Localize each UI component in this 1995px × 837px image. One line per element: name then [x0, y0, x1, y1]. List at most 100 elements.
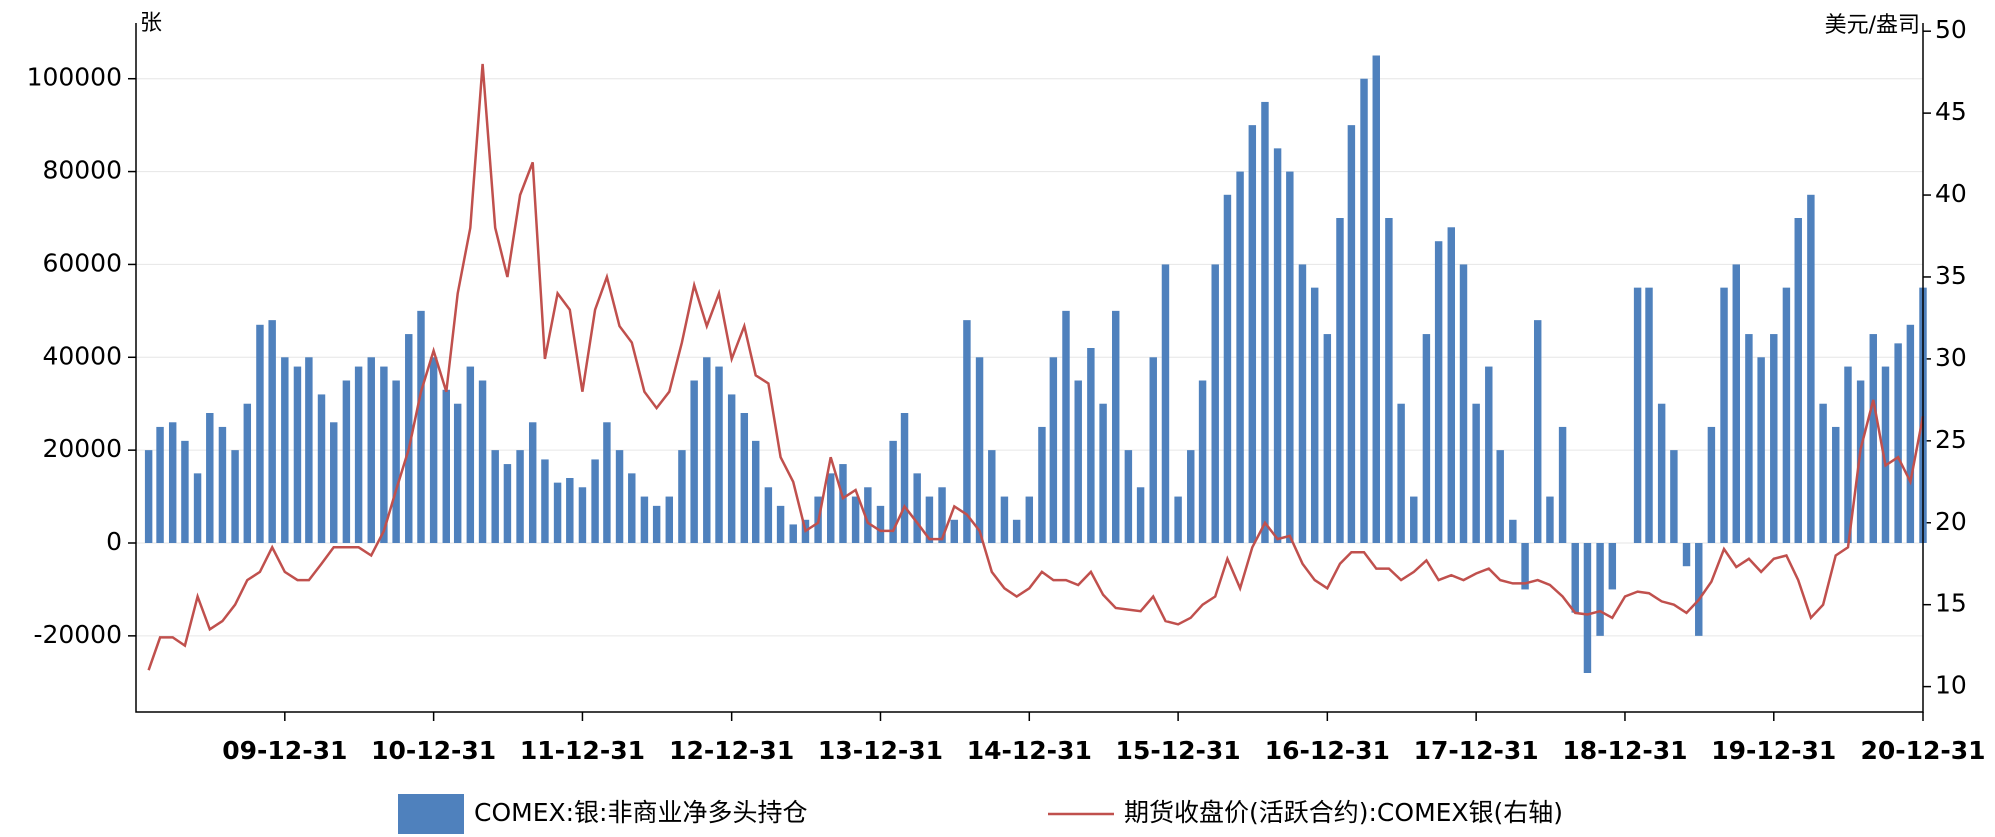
bar [975, 357, 984, 543]
y-unit: 张 [140, 11, 162, 36]
bar [1397, 403, 1405, 543]
bar [628, 473, 636, 543]
y2-tick-label: 50 [1935, 15, 1967, 44]
bar [591, 459, 599, 543]
x-tick-label: 13-12-31 [818, 736, 943, 765]
bar [740, 413, 749, 543]
bar [1198, 380, 1207, 543]
bar [1757, 357, 1765, 543]
bar [615, 450, 624, 543]
bar [839, 464, 847, 543]
bar [405, 334, 413, 543]
bar [1819, 403, 1827, 543]
legend-label: 期货收盘价(活跃合约):COMEX银(右轴) [1124, 798, 1563, 827]
bar [1236, 171, 1244, 544]
bar [503, 464, 512, 543]
bar [1136, 487, 1145, 543]
bar [1546, 496, 1554, 543]
bar [652, 505, 661, 543]
bar [1707, 426, 1716, 543]
bar [1608, 543, 1617, 590]
bar [690, 380, 698, 543]
bar [206, 413, 214, 543]
bar [305, 357, 313, 543]
bar [256, 324, 264, 543]
bar [603, 422, 611, 543]
bar [1583, 543, 1592, 673]
y2-tick-label: 25 [1935, 425, 1967, 454]
y2-tick-label: 35 [1935, 261, 1967, 290]
bar [1571, 543, 1579, 613]
bar [243, 403, 252, 543]
bar [1385, 218, 1393, 543]
bar [1844, 366, 1852, 543]
y2-tick-label: 40 [1935, 179, 1967, 208]
bar [827, 473, 835, 543]
bar [1682, 543, 1691, 567]
bar [1869, 334, 1877, 543]
bar [1310, 287, 1319, 543]
bar [1434, 241, 1443, 543]
bar [1161, 264, 1170, 543]
bar [678, 450, 686, 543]
bar [1782, 287, 1791, 543]
bar [1261, 101, 1269, 543]
bar [876, 505, 885, 543]
bar [1906, 324, 1915, 543]
bar [1832, 426, 1840, 543]
x-tick-label: 18-12-31 [1562, 736, 1687, 765]
bar [516, 450, 524, 543]
bar [566, 478, 574, 543]
legend-label: COMEX:银:非商业净多头持仓 [474, 798, 807, 827]
bar [1521, 543, 1529, 590]
bar [751, 440, 760, 543]
bar [715, 366, 723, 543]
bar [1633, 287, 1642, 543]
x-tick-label: 12-12-31 [669, 736, 794, 765]
bar [1273, 148, 1282, 543]
line [147, 63, 1925, 671]
bar [193, 473, 202, 543]
bar [1062, 310, 1070, 543]
bar [889, 440, 897, 543]
bar [1223, 194, 1232, 544]
bar [1472, 403, 1480, 543]
bar [1422, 334, 1431, 543]
x-tick-label: 14-12-31 [967, 736, 1092, 765]
bar [1248, 125, 1257, 544]
bar [218, 426, 227, 543]
bar [466, 366, 475, 543]
y-tick-label: 80000 [42, 156, 122, 185]
bar [578, 487, 587, 543]
bar [1732, 264, 1740, 543]
bar [417, 310, 425, 543]
bar [268, 320, 276, 543]
bar [1112, 310, 1120, 543]
bar [789, 524, 797, 543]
bar [963, 320, 971, 543]
bar [727, 394, 736, 543]
y-tick-label: 100000 [27, 63, 122, 92]
x-tick-label: 17-12-31 [1414, 736, 1539, 765]
bar [1645, 287, 1653, 543]
bar [354, 366, 363, 543]
y2-tick-label: 45 [1935, 97, 1967, 126]
bar [988, 450, 996, 543]
bar [1124, 450, 1133, 543]
bar [478, 380, 487, 543]
y2-tick-label: 10 [1935, 671, 1967, 700]
bar [1149, 357, 1157, 543]
bar [1372, 55, 1380, 543]
bar [1881, 366, 1890, 543]
axes [135, 23, 1924, 713]
bar [1670, 450, 1678, 543]
bar [1099, 403, 1107, 543]
bar [703, 357, 711, 543]
bar [1695, 543, 1703, 636]
bar [864, 487, 872, 543]
bar [950, 519, 959, 543]
bar [429, 357, 438, 543]
bar [1323, 334, 1332, 543]
y-tick-label: 20000 [42, 434, 122, 463]
